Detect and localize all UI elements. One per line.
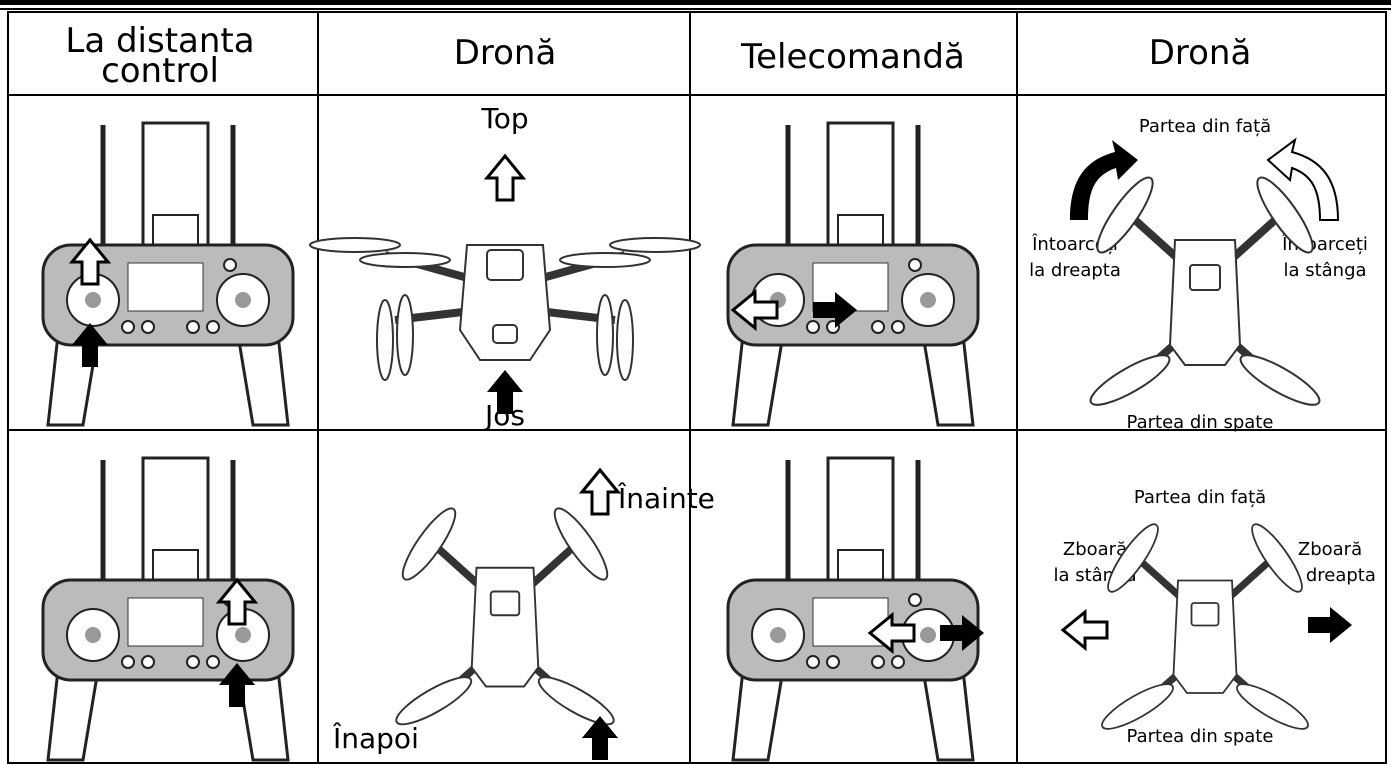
direction-label: Jos xyxy=(483,399,525,432)
side-label: Partea din spate xyxy=(1127,726,1274,747)
side-label: Zboară la dreapta xyxy=(1284,539,1376,586)
top-rule xyxy=(0,0,1391,5)
header-line: La distanta xyxy=(65,21,254,61)
drone-image xyxy=(310,238,700,380)
drone-image xyxy=(1085,171,1325,413)
side-label: Partea din față xyxy=(1134,487,1266,508)
table-grid xyxy=(7,11,1387,764)
direction-label: Înapoi xyxy=(332,721,419,755)
label-line: Zboară xyxy=(1063,539,1127,560)
controller-image xyxy=(43,458,293,760)
header-cell: Dronă xyxy=(1149,33,1252,73)
label-line: Zboară xyxy=(1298,539,1362,560)
label-line: la dreapta xyxy=(1029,260,1121,281)
header-line: control xyxy=(101,51,219,91)
arrow xyxy=(1061,610,1109,650)
direction-label: Top xyxy=(480,102,528,135)
top-rule xyxy=(0,8,1391,10)
drone-image xyxy=(1097,519,1313,736)
controller-image xyxy=(728,458,978,760)
label-line: la dreapta xyxy=(1284,565,1376,586)
side-label: Partea din față xyxy=(1139,116,1271,137)
rotate-arrow xyxy=(1070,140,1138,220)
direction-label: Înainte xyxy=(617,481,715,515)
rotate-arrow xyxy=(1266,137,1340,221)
arrow xyxy=(580,468,620,516)
side-label: Întoarceți la dreapta xyxy=(1029,233,1121,281)
arrow xyxy=(485,154,525,202)
header-cell: Telecomandă xyxy=(740,37,965,77)
controller-image xyxy=(728,123,978,425)
drone-image xyxy=(391,502,619,732)
arrow xyxy=(1308,607,1352,643)
header-cell: Dronă xyxy=(454,33,557,73)
header-cell: La distanta control xyxy=(65,21,254,91)
side-label: Partea din spate xyxy=(1127,412,1274,433)
label-line: la stânga xyxy=(1283,260,1366,281)
label-line: Întoarceți xyxy=(1031,233,1118,255)
